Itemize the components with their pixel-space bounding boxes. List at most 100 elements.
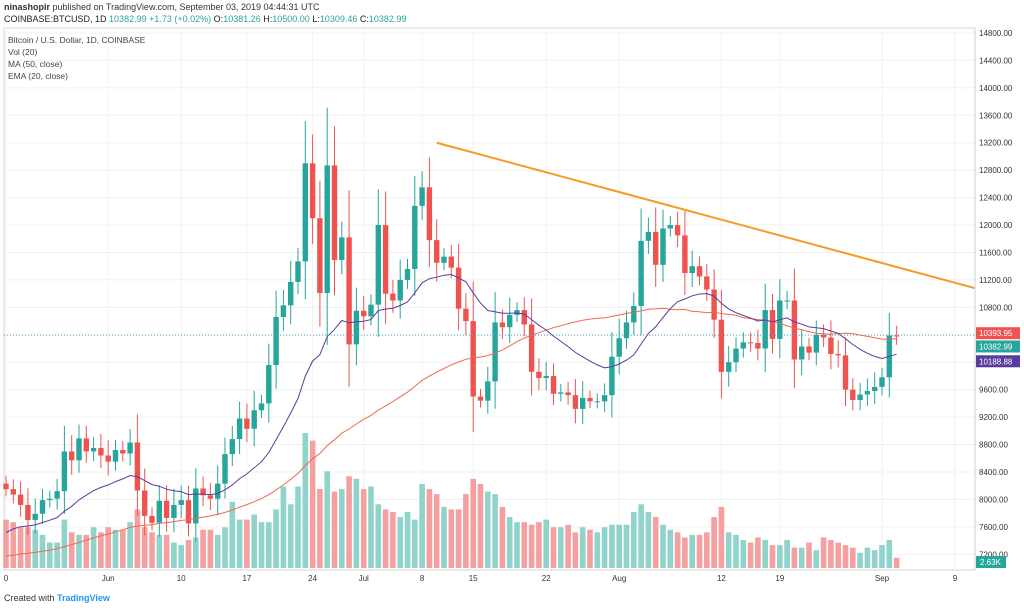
volume-bar	[134, 509, 141, 568]
candle-body	[842, 355, 849, 390]
ohlc-line: COINBASE:BTCUSD, 1D 10382.99 +1.73 (+0.0…	[4, 14, 406, 24]
volume-bar	[463, 494, 469, 568]
volume-bar	[17, 527, 24, 568]
legend-volume[interactable]: Vol (20)	[8, 47, 38, 57]
volume-bar	[689, 534, 695, 568]
candle-body	[83, 438, 89, 452]
candle-body	[404, 268, 411, 280]
candle-body	[368, 304, 374, 317]
candle-body	[426, 187, 433, 241]
candle-body	[791, 300, 798, 360]
volume-bar	[579, 527, 586, 568]
volume-bar	[10, 522, 17, 568]
volume-bar	[302, 433, 309, 568]
tradingview-logo[interactable]: TradingView	[57, 593, 110, 603]
candle-body	[653, 231, 659, 265]
candle-body	[631, 305, 637, 323]
volume-bar	[543, 519, 549, 568]
candle-body	[857, 394, 863, 400]
candle-body	[762, 310, 768, 349]
volume-bar	[295, 486, 301, 568]
volume-bar	[244, 519, 250, 568]
candle-body	[718, 319, 725, 372]
volume-bar	[711, 517, 717, 568]
candle-body	[309, 163, 316, 219]
candle-body	[463, 308, 469, 322]
candle-body	[667, 225, 673, 229]
volume-bar	[528, 524, 535, 568]
legend-ma[interactable]: MA (50, close)	[8, 59, 63, 69]
volume-bar	[258, 522, 265, 568]
candle-body	[806, 346, 812, 353]
x-tick-label: 17	[242, 574, 251, 583]
candle-body	[455, 267, 462, 309]
volume-bar	[616, 524, 622, 568]
candle-body	[244, 418, 250, 429]
volume-bar	[163, 534, 170, 568]
x-tick-label: 22	[542, 574, 551, 583]
volume-bar	[412, 519, 418, 568]
candle-body	[258, 403, 265, 411]
candle-body	[499, 322, 506, 328]
low-label: L:	[312, 14, 320, 24]
volume-bar	[733, 534, 739, 568]
volume-bar	[149, 532, 155, 568]
publisher-name[interactable]: ninashopir	[4, 2, 51, 12]
candle-body	[25, 504, 31, 520]
candle-body	[879, 377, 885, 387]
price-label-box	[976, 340, 1020, 353]
volume-bar	[718, 506, 725, 568]
close-label: C:	[359, 14, 369, 24]
publish-info: published on TradingView.com, September …	[52, 2, 320, 12]
legend-ema[interactable]: EMA (20, close)	[8, 71, 68, 81]
candle-body	[558, 392, 564, 394]
volume-bar	[120, 529, 126, 568]
candle-body	[711, 289, 717, 320]
candle-body	[587, 397, 593, 402]
volume-bar	[266, 522, 272, 568]
created-with-label: Created with	[4, 593, 55, 603]
volume-bar	[309, 440, 316, 568]
legend-title[interactable]: Bitcoin / U.S. Dollar, 1D, COINBASE	[8, 35, 146, 45]
volume-bars	[3, 433, 900, 568]
volume-bar	[587, 529, 593, 568]
volume-bar	[98, 532, 104, 568]
volume-bar	[448, 509, 455, 568]
symbol-label[interactable]: COINBASE:BTCUSD, 1D	[4, 14, 107, 24]
volume-bar	[777, 545, 783, 568]
candle-body	[660, 228, 666, 265]
y-tick-label: 11200.00	[979, 276, 1012, 285]
candle-body	[419, 187, 425, 206]
chart-header: ninashopir published on TradingView.com,…	[0, 0, 1024, 28]
volume-bar	[864, 547, 871, 568]
candle-body	[572, 395, 579, 409]
high-value: 10500.00	[272, 14, 310, 24]
footer: Created with TradingView	[4, 593, 110, 603]
candle-body	[54, 491, 60, 499]
candle-body	[747, 342, 754, 344]
volume-bar	[397, 517, 403, 568]
candle-body	[273, 316, 279, 365]
candle-body	[441, 256, 447, 263]
candle-body	[521, 310, 527, 325]
volume-bar	[477, 483, 484, 568]
y-tick-label: 9200.00	[979, 413, 1008, 422]
volume-bar	[200, 529, 206, 568]
volume-label-box	[976, 556, 1006, 568]
volume-bar	[791, 547, 798, 568]
candle-body	[346, 237, 352, 345]
candle-body	[492, 322, 498, 382]
close-value: 10382.99	[368, 14, 407, 24]
candle-body	[331, 165, 338, 261]
volume-bar	[704, 532, 710, 568]
candle-body	[251, 410, 257, 429]
candle-body	[550, 375, 557, 394]
candle-body	[733, 348, 739, 363]
volume-bar	[806, 542, 812, 568]
volume-bar	[609, 524, 615, 568]
volume-bar	[769, 545, 776, 568]
ema-20-line	[5, 273, 897, 534]
volume-bar	[404, 511, 411, 568]
x-tick-label: 12	[717, 574, 726, 583]
